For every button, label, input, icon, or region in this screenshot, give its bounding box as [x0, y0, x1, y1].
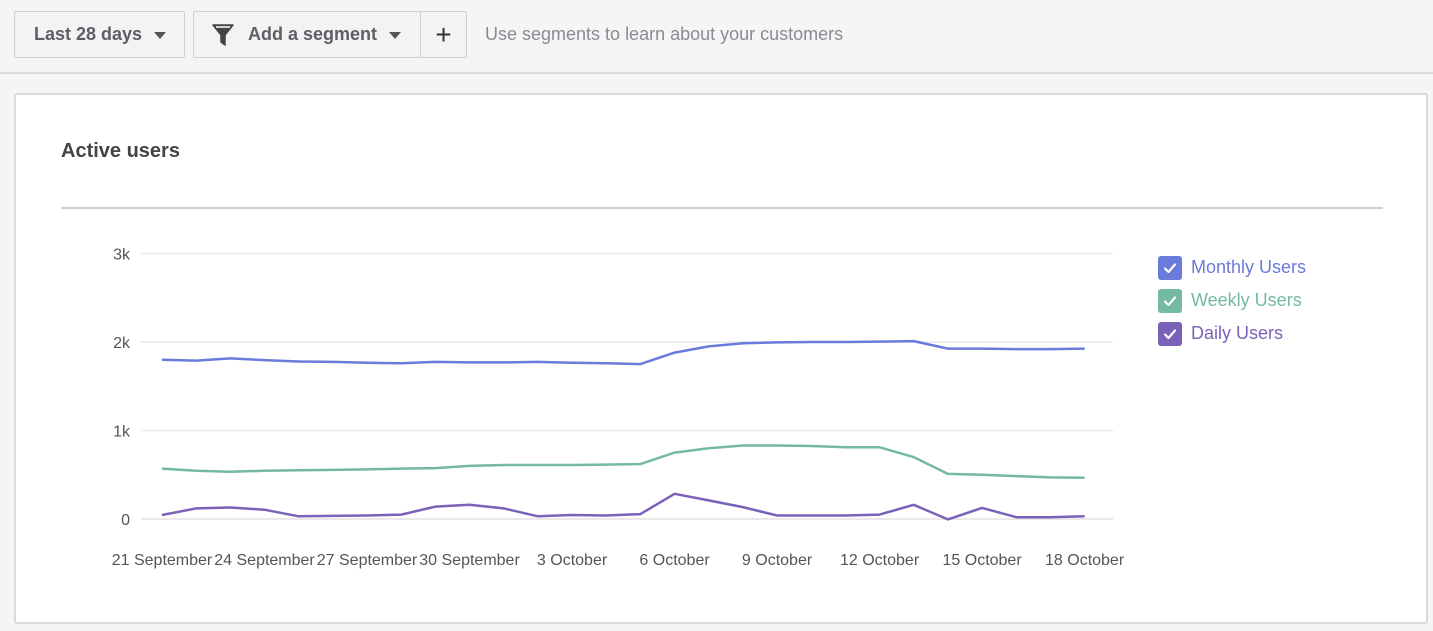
caret-down-icon [154, 32, 167, 39]
series-line-weekly-users [161, 444, 1085, 480]
series-line-daily-users [161, 492, 1085, 521]
x-tick-label: 9 October [742, 552, 813, 569]
x-tick-label: 12 October [840, 552, 920, 569]
x-tick-label: 27 September [317, 552, 418, 569]
legend-label: Daily Users [1191, 323, 1284, 343]
legend-item-weekly-users[interactable]: Weekly Users [1158, 284, 1306, 317]
x-tick-label: 3 October [537, 552, 608, 569]
x-tick-label: 21 September [112, 552, 213, 569]
y-tick-label: 0 [121, 512, 130, 529]
plus-icon: + [435, 18, 452, 50]
card-title: Active users [61, 140, 180, 162]
x-tick-label: 6 October [639, 552, 710, 569]
date-range-label: Last 28 days [34, 24, 143, 44]
x-tick-label: 15 October [943, 552, 1023, 569]
y-tick-label: 1k [113, 424, 131, 441]
legend-label: Weekly Users [1191, 290, 1302, 310]
add-segment-dropdown[interactable]: Add a segment [193, 11, 421, 58]
filter-icon [212, 23, 234, 47]
checkbox-checked-icon[interactable] [1158, 321, 1182, 346]
caret-down-icon [389, 32, 402, 39]
active-users-card: Active users 0 1k 2k 3k 21 September 24 Septe… [14, 93, 1428, 624]
chart-legend: Monthly Users Weekly Users Daily Users [1158, 251, 1306, 350]
x-tick-label: 30 September [419, 552, 520, 569]
legend-item-daily-users[interactable]: Daily Users [1158, 317, 1306, 350]
add-button[interactable]: + [420, 11, 467, 58]
add-segment-label: Add a segment [248, 24, 378, 44]
checkbox-checked-icon[interactable] [1158, 288, 1182, 313]
y-tick-label: 2k [113, 335, 131, 352]
x-tick-label: 24 September [214, 552, 315, 569]
legend-item-monthly-users[interactable]: Monthly Users [1158, 251, 1306, 284]
x-tick-label: 18 October [1045, 552, 1125, 569]
checkbox-checked-icon[interactable] [1158, 255, 1182, 280]
divider [61, 207, 1383, 209]
segment-hint: Use segments to learn about your custome… [485, 24, 844, 44]
toolbar: Last 28 days Add a segment + Use segment… [0, 0, 1433, 74]
series-line-monthly-users [161, 339, 1085, 366]
date-range-dropdown[interactable]: Last 28 days [14, 11, 185, 58]
y-tick-label: 3k [113, 247, 131, 264]
active-users-chart: 0 1k 2k 3k 21 September 24 September 27 Septem… [112, 247, 1125, 570]
legend-label: Monthly Users [1191, 257, 1307, 277]
